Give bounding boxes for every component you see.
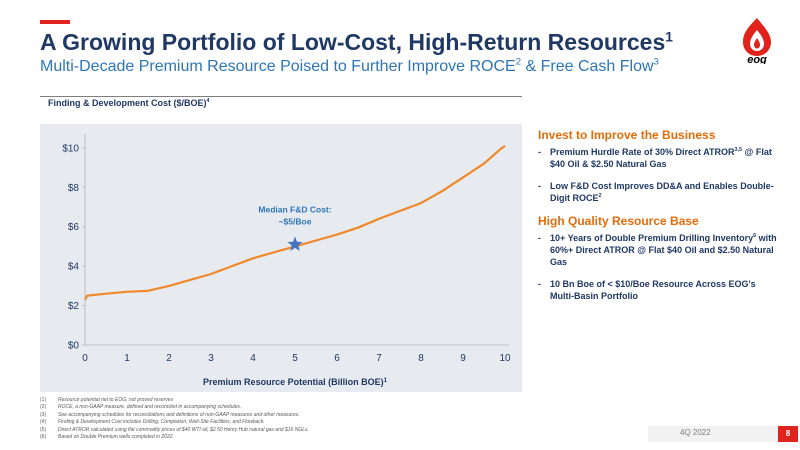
page-subtitle: Multi-Decade Premium Resource Poised to … — [40, 56, 659, 75]
y-tick-label: $2 — [68, 301, 80, 312]
footnote: (3) See accompanying schedules for reconc… — [40, 411, 300, 418]
heading-resource-base: High Quality Resource Base — [538, 214, 699, 228]
logo-flame-core — [754, 38, 760, 49]
x-tick-label: 8 — [418, 353, 424, 364]
median-star-marker — [287, 236, 303, 251]
chart-panel: $0 $2 $4 $6 $8 $10 0 1 2 3 4 5 6 7 8 9 10 Premium Resourc… — [40, 124, 522, 392]
median-annotation-line2: ~$5/Boe — [279, 216, 312, 226]
y-tick-label: $10 — [62, 143, 79, 154]
chart-section-label: Finding & Development Cost ($/BOE)4 — [48, 98, 210, 108]
x-axis-label: Premium Resource Potential (Billion BOE)… — [203, 377, 388, 387]
footnote: (2) ROCE, a non-GAAP measure, defined and… — [40, 404, 242, 411]
footer-bar — [648, 426, 778, 442]
x-tick-label: 4 — [250, 353, 256, 364]
x-tick-label: 3 — [208, 353, 214, 364]
x-tick-label: 5 — [292, 353, 298, 364]
bullet-dash: - — [538, 147, 541, 157]
page-number: 8 — [778, 426, 798, 442]
footnote: (1) Resource potential net to EOG, not pr… — [40, 397, 174, 403]
bullet-dash: - — [538, 181, 541, 191]
heading-invest: Invest to Improve the Business — [538, 128, 716, 142]
x-tick-label: 1 — [124, 353, 130, 364]
x-tick-label: 10 — [499, 353, 511, 364]
y-tick-label: $8 — [68, 183, 80, 194]
median-annotation-line1: Median F&D Cost: — [258, 204, 331, 214]
fd-cost-line — [84, 144, 506, 301]
bullet-hurdle-rate: - Premium Hurdle Rate of 30% Direct ATROR… — [538, 147, 772, 169]
footer-date: 4Q 2022 — [680, 428, 711, 437]
bullet-drilling-inventory: -10+ Years of Double Premium Drilling In… — [538, 233, 777, 267]
title-accent-bar — [40, 20, 70, 24]
y-tick-label: $0 — [68, 341, 80, 352]
eog-logo-icon: eog — [743, 18, 771, 64]
y-tick-label: $4 — [68, 262, 80, 273]
footnote: (5) Direct ATROR calculated using flat co… — [40, 426, 309, 433]
footnote: (6) Based on Double Premium wells complet… — [40, 434, 174, 441]
fd-cost-chart: $0 $2 $4 $6 $8 $10 0 1 2 3 4 5 6 7 8 9 10 Premium Resourc… — [62, 134, 511, 387]
section-divider — [40, 96, 522, 97]
x-tick-label: 0 — [82, 353, 88, 364]
logo-text: eog — [747, 54, 767, 64]
footnote: (4) Finding & Development Cost includes D… — [40, 419, 265, 426]
bullet-low-fd-cost: - Low F&D Cost Improves DD&A and Enables … — [538, 181, 774, 203]
x-tick-label: 2 — [166, 353, 172, 364]
right-panel: Invest to Improve the Business - Premium … — [538, 128, 778, 312]
x-tick-label: 9 — [460, 353, 466, 364]
page-title: A Growing Portfolio of Low-Cost, High-Re… — [40, 29, 673, 55]
footnotes: (1) Resource potential net to EOG, not pr… — [40, 397, 460, 441]
x-tick-label: 6 — [334, 353, 340, 364]
y-tick-label: $6 — [68, 222, 80, 233]
bullet-multi-basin: -10 Bn Boe of < $10/Boe Resource Across … — [538, 279, 756, 301]
x-tick-label: 7 — [376, 353, 382, 364]
bullet-dash: - — [538, 233, 541, 243]
bullet-dash: - — [538, 279, 541, 289]
